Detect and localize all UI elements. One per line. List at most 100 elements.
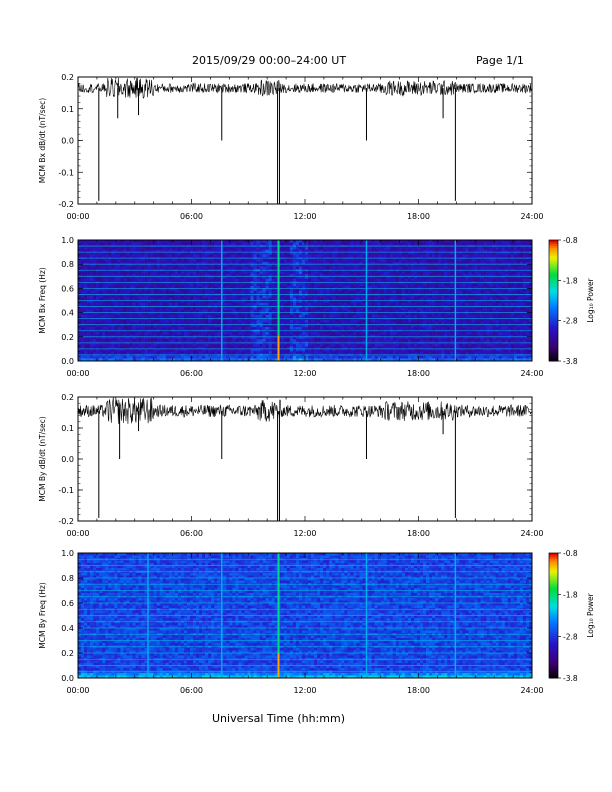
spectrogram-cell — [295, 312, 300, 316]
spectrogram-cell — [214, 312, 218, 316]
spectrogram-cell — [377, 307, 381, 311]
spectrogram-cell — [362, 295, 366, 299]
spectrogram-cell — [135, 307, 139, 311]
spectrogram-cell — [377, 322, 381, 325]
spectrogram-cell — [214, 254, 218, 258]
spectrogram-cell — [356, 334, 360, 338]
spectrogram-cell — [129, 278, 133, 282]
spectrogram-cell — [374, 319, 378, 323]
spectrogram-cell — [262, 252, 266, 255]
spectrogram-cell — [326, 339, 330, 342]
spectrogram-cell — [323, 351, 327, 355]
spectrogram-cell — [268, 327, 273, 330]
spectrogram-cell — [232, 242, 236, 246]
x-axis-title: Universal Time (hh:mm) — [212, 712, 345, 725]
spectrogram-cell — [332, 271, 336, 275]
spectrogram-cell — [359, 312, 363, 316]
spectrogram-cell — [347, 295, 351, 299]
spectrogram-cell — [229, 310, 233, 313]
spectrogram-cell — [320, 247, 324, 250]
spectrogram-cell — [305, 302, 309, 306]
spectrogram-cell — [347, 339, 351, 342]
spectrogram-cell — [90, 290, 94, 294]
spectrogram-cell — [350, 358, 354, 362]
spectrogram-cell — [329, 336, 333, 340]
spectrogram-cell — [268, 261, 273, 265]
spectrogram-cell — [132, 249, 136, 253]
spectrogram-cell — [129, 298, 133, 301]
spectrogram-cell — [196, 298, 200, 301]
spectrogram-cell — [171, 358, 176, 362]
spectrogram-cell — [138, 344, 142, 347]
spectrogram-cell — [196, 331, 200, 335]
spectrogram-cell — [253, 261, 257, 265]
spectrogram-cell — [202, 346, 206, 350]
spectrogram-cell — [283, 285, 288, 289]
spectrogram-cell — [274, 273, 279, 277]
spectrogram-cell — [84, 358, 88, 362]
spectrogram-cell — [114, 252, 118, 255]
spectrogram-cell — [283, 252, 288, 255]
spectrogram-cell — [262, 331, 266, 335]
spectrogram-cell — [99, 283, 103, 287]
spectrogram-cell — [153, 334, 157, 338]
spectrogram-cell — [214, 276, 218, 280]
spectrogram-cell — [99, 358, 103, 362]
spectrogram-cell — [84, 264, 88, 267]
spectrogram-cell — [292, 273, 297, 277]
spectrogram-cell — [174, 346, 179, 350]
spectrogram-cell — [335, 285, 339, 289]
spectrogram-cell — [262, 312, 266, 316]
spectrogram-cell — [126, 288, 130, 292]
spectrogram-cell — [162, 358, 167, 362]
spectrogram-cell — [259, 315, 263, 318]
spectrogram-cell — [141, 334, 145, 338]
spectrogram-cell — [196, 259, 200, 263]
spectrogram-cell — [87, 290, 91, 294]
spectrogram-cell — [308, 242, 312, 246]
spectrogram-cell — [347, 322, 351, 325]
spectrogram-cell — [314, 315, 318, 318]
spectrogram-cell — [341, 300, 345, 304]
spectrogram-cell — [165, 261, 170, 265]
spectrogram-cell — [96, 348, 100, 352]
spectrogram-cell — [159, 298, 164, 301]
spectrogram-cell — [329, 331, 333, 335]
spectrogram-cell — [347, 252, 351, 255]
spectrogram-cell — [341, 264, 345, 267]
spectrogram-cell — [311, 259, 315, 263]
spectrogram-cell — [150, 247, 154, 250]
spectrogram-cell — [202, 266, 206, 270]
spectrogram-cell — [295, 334, 300, 338]
spectrogram-cell — [232, 315, 236, 318]
spectrogram-cell — [250, 319, 254, 323]
spectrogram-cell — [238, 259, 242, 263]
spectrogram-cell — [244, 344, 248, 347]
spectrogram-cell — [147, 315, 151, 318]
spectrogram-cell — [229, 278, 233, 282]
spectrogram-cell — [326, 351, 330, 355]
spectrogram-cell — [102, 247, 106, 250]
spectrogram-cell — [338, 327, 342, 330]
spectrogram-cell — [189, 348, 194, 352]
spectrogram-cell — [326, 310, 330, 313]
spectrogram-cell — [226, 315, 230, 318]
spectrogram-cell — [365, 322, 369, 325]
spectrogram-cell — [171, 276, 176, 280]
spectrogram-cell — [208, 339, 212, 342]
spectrogram-cell — [338, 264, 342, 267]
spectrogram-cell — [268, 324, 273, 328]
spectrogram-cell — [365, 331, 369, 335]
spectrogram-cell — [308, 278, 312, 282]
spectrogram-cell — [159, 358, 164, 362]
spectrogram-cell — [147, 346, 151, 350]
spectrogram-cell — [301, 348, 306, 352]
spectrogram-cell — [332, 278, 336, 282]
spectrogram-cell — [217, 312, 221, 316]
spectrogram-cell — [120, 247, 124, 250]
spectrogram-cell — [250, 344, 254, 347]
spectrogram-cell — [214, 247, 218, 250]
spectrogram-cell — [186, 346, 191, 350]
spectrogram-cell — [144, 247, 148, 250]
spectrogram-cell — [180, 346, 185, 350]
